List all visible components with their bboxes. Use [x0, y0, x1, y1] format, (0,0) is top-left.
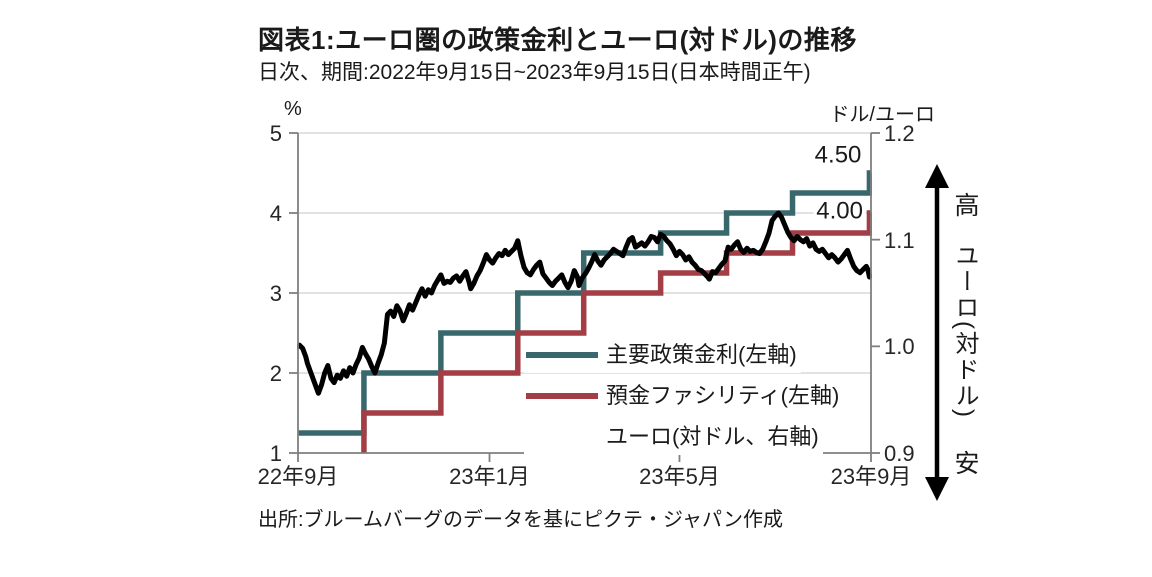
right-tick-label: 1.0 [884, 334, 915, 360]
left-tick-label: 2 [269, 361, 282, 386]
legend-label-deposit_facility: 預金ファシリティ(左軸) [606, 383, 840, 408]
left-axis-unit: % [284, 98, 302, 120]
right-tick-label: 0.9 [884, 441, 915, 466]
legend-label-policy_rate: 主要政策金利(左軸) [606, 342, 797, 367]
euro-high-label: 高 [951, 192, 979, 219]
legend-swatch-policy_rate [526, 352, 598, 358]
left-tick-label: 4 [269, 201, 282, 226]
legend-row-deposit_facility: 預金ファシリティ(左軸) [524, 378, 844, 414]
right-tick-label: 1.1 [884, 227, 915, 253]
x-tick-label: 23年5月 [639, 464, 720, 489]
chart-subtitle: 日次、期間:2022年9月15日~2023年9月15日(日本時間正午) [258, 61, 811, 84]
annotation-4-00: 4.00 [813, 197, 866, 225]
left-tick-label: 5 [269, 121, 282, 146]
euro-axis-vertical-label: ユーロ(対ドル) [951, 243, 978, 419]
legend-row-euro_usd: ユーロ(対ドル、右軸) [524, 419, 823, 455]
right-tick-label: 1.2 [884, 121, 915, 146]
legend-swatch-deposit_facility [526, 393, 598, 399]
legend-row-policy_rate: 主要政策金利(左軸) [524, 337, 801, 373]
annotation-4-50: 4.50 [811, 141, 865, 169]
series-lines [297, 170, 872, 454]
series-line-euro_usd [297, 210, 872, 396]
series-line-deposit_facility [361, 210, 872, 454]
source-note: 出所:ブルームバーグのデータを基にピクテ・ジャパン作成 [258, 509, 783, 531]
right-axis-unit: ドル/ユーロ [829, 104, 935, 126]
legend-swatch-euro_usd [526, 434, 598, 441]
legend-label-euro_usd: ユーロ(対ドル、右軸) [606, 424, 819, 449]
x-tick-label: 23年9月 [830, 464, 912, 489]
chart-title: 図表1:ユーロ圏の政策金利とユーロ(対ドル)の推移 [258, 25, 857, 55]
left-tick-label: 3 [269, 281, 282, 306]
left-tick-label: 1 [269, 441, 282, 466]
double-arrow-icon [925, 164, 949, 501]
x-tick-label: 22年9月 [257, 464, 339, 489]
x-tick-label: 23年1月 [449, 464, 530, 489]
euro-low-label: 安 [951, 450, 979, 477]
